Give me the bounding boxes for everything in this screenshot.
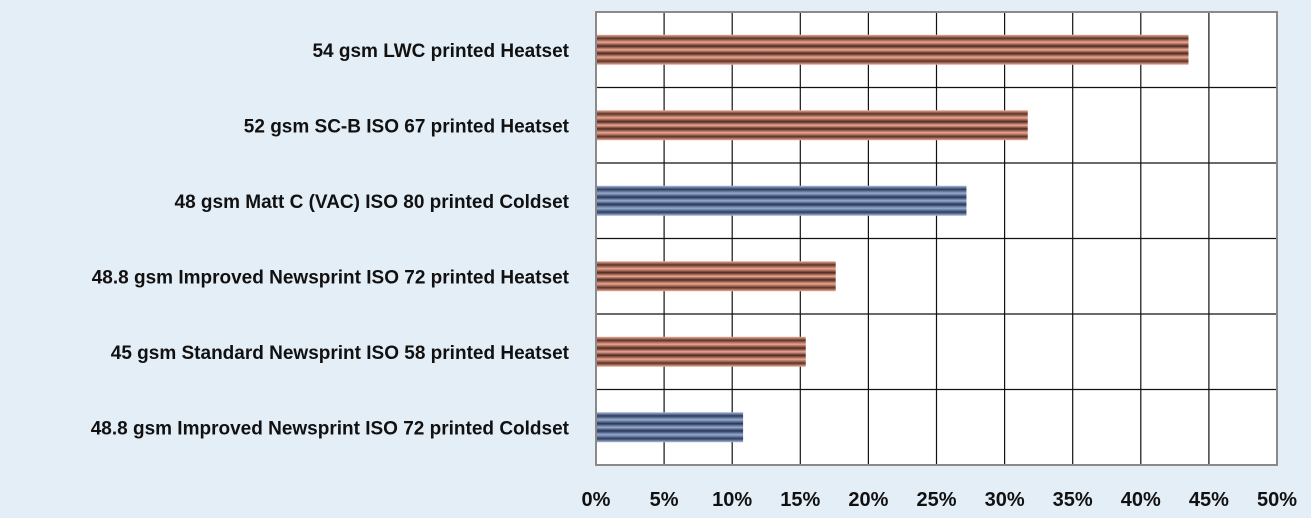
x-tick-label: 45% xyxy=(1189,489,1229,511)
x-tick-label: 10% xyxy=(712,489,752,511)
x-tick-label: 15% xyxy=(780,489,820,511)
x-tick-label: 35% xyxy=(1053,489,1093,511)
category-label: 54 gsm LWC printed Heatset xyxy=(312,41,569,62)
bar xyxy=(596,336,806,367)
category-label: 48.8 gsm Improved Newsprint ISO 72 print… xyxy=(91,418,570,439)
bar xyxy=(596,412,744,443)
x-tick-label: 25% xyxy=(916,489,956,511)
x-tick-label: 20% xyxy=(848,489,888,511)
x-tick-labels: 0% 5% 10% 15% 20% 25% 30% 35% 40% 45% 50% xyxy=(582,489,1298,511)
x-tick-label: 5% xyxy=(650,489,679,511)
bar xyxy=(596,34,1189,65)
bar xyxy=(596,185,967,216)
x-tick-label: 50% xyxy=(1257,489,1297,511)
plot-border xyxy=(595,11,1278,466)
bars xyxy=(596,34,1189,443)
x-tick-label: 0% xyxy=(582,489,611,511)
x-tick-label: 40% xyxy=(1121,489,1161,511)
category-label: 48 gsm Matt C (VAC) ISO 80 printed Colds… xyxy=(175,192,570,213)
category-label: 45 gsm Standard Newsprint ISO 58 printed… xyxy=(111,343,570,364)
category-label: 52 gsm SC-B ISO 67 printed Heatset xyxy=(244,116,570,137)
bar xyxy=(596,261,836,292)
x-tick-label: 30% xyxy=(985,489,1025,511)
category-labels: 54 gsm LWC printed Heatset 52 gsm SC-B IS… xyxy=(91,41,570,440)
bar xyxy=(596,110,1028,141)
category-label: 48.8 gsm Improved Newsprint ISO 72 print… xyxy=(92,267,570,288)
